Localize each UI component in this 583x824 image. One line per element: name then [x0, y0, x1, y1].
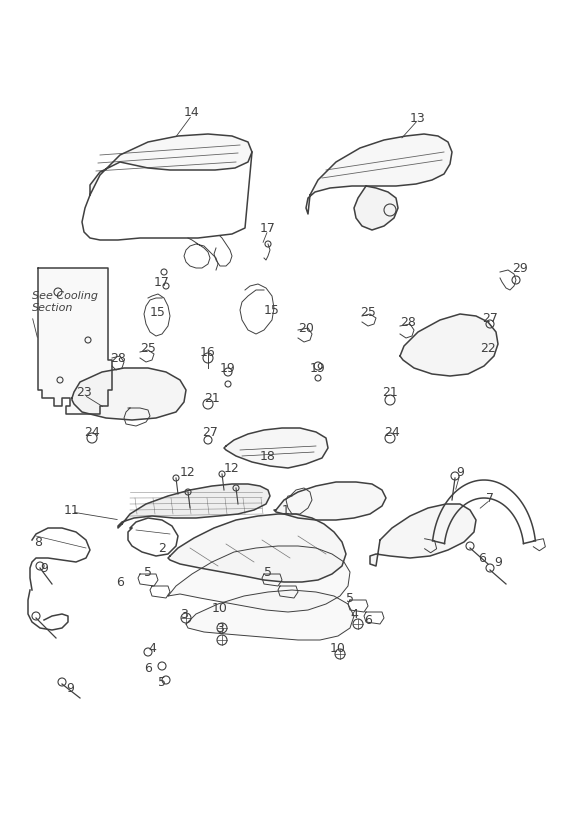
Text: 17: 17	[260, 222, 276, 235]
Text: 2: 2	[158, 541, 166, 555]
Polygon shape	[306, 134, 452, 214]
Text: 4: 4	[148, 642, 156, 654]
Text: 29: 29	[512, 261, 528, 274]
Text: 24: 24	[384, 425, 400, 438]
Text: 9: 9	[494, 555, 502, 569]
Text: 14: 14	[184, 105, 200, 119]
Text: 8: 8	[34, 536, 42, 549]
Text: 20: 20	[298, 321, 314, 335]
Text: 16: 16	[200, 345, 216, 358]
Text: 6: 6	[116, 575, 124, 588]
Text: 9: 9	[66, 681, 74, 695]
Text: 19: 19	[220, 362, 236, 374]
Text: 24: 24	[84, 425, 100, 438]
Text: 1: 1	[282, 503, 290, 517]
Text: 21: 21	[204, 391, 220, 405]
Text: 21: 21	[382, 386, 398, 399]
Text: 10: 10	[212, 602, 228, 615]
Text: 27: 27	[482, 311, 498, 325]
Text: 18: 18	[260, 450, 276, 462]
Polygon shape	[168, 546, 350, 612]
Polygon shape	[38, 268, 112, 414]
Text: 3: 3	[180, 607, 188, 620]
Text: 6: 6	[364, 614, 372, 626]
Text: 15: 15	[264, 303, 280, 316]
Text: 5: 5	[158, 676, 166, 689]
Text: 9: 9	[456, 466, 464, 479]
Text: 15: 15	[150, 306, 166, 319]
Polygon shape	[90, 134, 252, 195]
Text: 12: 12	[180, 466, 196, 479]
Text: 23: 23	[76, 386, 92, 399]
Text: 27: 27	[202, 425, 218, 438]
Polygon shape	[168, 514, 346, 582]
Text: 11: 11	[64, 503, 80, 517]
Text: 5: 5	[264, 565, 272, 578]
Text: 25: 25	[140, 341, 156, 354]
Text: 10: 10	[330, 642, 346, 654]
Text: 9: 9	[40, 561, 48, 574]
Text: 3: 3	[216, 621, 224, 634]
Polygon shape	[354, 186, 398, 230]
Text: See Cooling
Section: See Cooling Section	[32, 291, 98, 313]
Polygon shape	[224, 428, 328, 468]
Polygon shape	[186, 590, 354, 640]
Text: 5: 5	[144, 565, 152, 578]
Polygon shape	[370, 504, 476, 566]
Text: 6: 6	[478, 551, 486, 564]
Text: 19: 19	[310, 362, 326, 374]
Polygon shape	[400, 314, 498, 376]
Text: 13: 13	[410, 111, 426, 124]
Polygon shape	[72, 368, 186, 420]
Text: 17: 17	[154, 275, 170, 288]
Text: 25: 25	[360, 306, 376, 319]
Polygon shape	[118, 484, 270, 528]
Text: 5: 5	[346, 592, 354, 605]
Text: 28: 28	[110, 352, 126, 364]
Text: 12: 12	[224, 461, 240, 475]
Polygon shape	[274, 482, 386, 520]
Text: 7: 7	[486, 491, 494, 504]
Text: 6: 6	[144, 662, 152, 675]
Text: 22: 22	[480, 341, 496, 354]
Text: 4: 4	[350, 607, 358, 620]
Text: 28: 28	[400, 316, 416, 329]
